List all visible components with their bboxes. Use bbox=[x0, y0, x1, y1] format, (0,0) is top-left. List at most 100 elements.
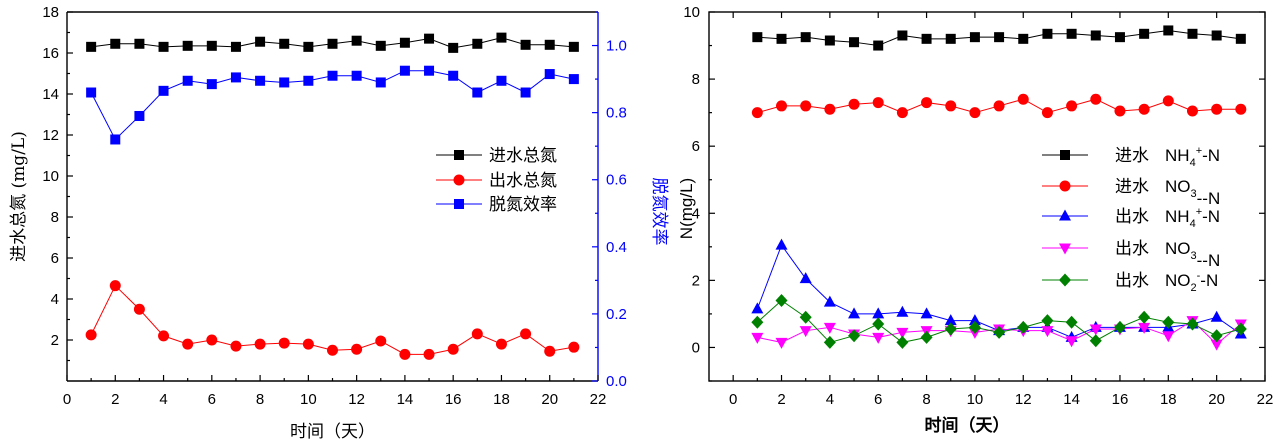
data-point bbox=[279, 77, 290, 88]
data-point bbox=[1089, 334, 1102, 348]
y-tick-label: 8 bbox=[51, 209, 59, 226]
data-point bbox=[158, 330, 170, 342]
data-point bbox=[896, 305, 909, 317]
y-axis-title: 进水总氮 (mg/L) bbox=[9, 131, 29, 262]
legend-marker bbox=[1059, 243, 1071, 255]
x-tick-label: 18 bbox=[493, 391, 510, 408]
data-point bbox=[823, 335, 836, 349]
data-point bbox=[182, 338, 194, 350]
data-point bbox=[327, 38, 338, 49]
data-point bbox=[824, 35, 835, 46]
data-point bbox=[1041, 107, 1053, 119]
data-point bbox=[1065, 336, 1078, 348]
data-point bbox=[230, 340, 242, 352]
data-point bbox=[1210, 339, 1223, 351]
data-point bbox=[1066, 100, 1078, 112]
x-tick-label: 16 bbox=[1112, 391, 1129, 408]
data-point bbox=[544, 345, 556, 357]
data-point bbox=[944, 322, 957, 336]
y2-tick-label: 0.4 bbox=[606, 239, 627, 256]
data-point bbox=[399, 37, 410, 48]
y-tick-label: 18 bbox=[42, 4, 59, 21]
y-tick-label: 10 bbox=[683, 4, 700, 21]
data-point bbox=[1114, 105, 1126, 117]
y-tick-label: 4 bbox=[51, 291, 59, 308]
data-point bbox=[799, 326, 812, 338]
data-point bbox=[158, 41, 169, 52]
legend-label: 脱氮效率 bbox=[489, 195, 557, 215]
data-point bbox=[351, 70, 362, 81]
data-point bbox=[399, 348, 411, 360]
data-point bbox=[994, 32, 1005, 43]
legend-prefix: 出水 bbox=[1115, 239, 1149, 259]
data-point bbox=[800, 100, 812, 112]
data-point bbox=[872, 307, 885, 319]
legend-marker bbox=[1059, 180, 1071, 192]
data-point bbox=[158, 85, 169, 96]
legend-marker bbox=[1059, 273, 1071, 287]
data-point bbox=[568, 341, 580, 353]
data-point bbox=[423, 348, 435, 360]
data-point bbox=[448, 42, 459, 53]
x-tick-label: 22 bbox=[1257, 391, 1274, 408]
data-point bbox=[921, 33, 932, 44]
y-tick-label: 2 bbox=[51, 332, 59, 349]
x-tick-label: 6 bbox=[208, 391, 216, 408]
data-point bbox=[206, 334, 218, 346]
data-point bbox=[1018, 33, 1029, 44]
y-tick-label: 8 bbox=[692, 71, 700, 88]
data-point bbox=[1211, 30, 1222, 41]
x-tick-label: 8 bbox=[256, 391, 264, 408]
data-point bbox=[496, 75, 507, 86]
x-tick-label: 16 bbox=[445, 391, 462, 408]
data-point bbox=[230, 41, 241, 52]
y2-axis-title: 脱氮效率 bbox=[649, 178, 669, 246]
data-point bbox=[1138, 310, 1151, 324]
data-point bbox=[896, 327, 909, 339]
data-point bbox=[496, 32, 507, 43]
data-point bbox=[896, 107, 908, 119]
data-point bbox=[1065, 315, 1078, 329]
data-point bbox=[1234, 322, 1247, 336]
data-point bbox=[448, 70, 459, 81]
data-point bbox=[375, 40, 386, 51]
data-point bbox=[110, 134, 121, 145]
data-point bbox=[568, 74, 579, 85]
data-point bbox=[800, 32, 811, 43]
legend-prefix: 进水 bbox=[1115, 146, 1149, 166]
y-tick-label: 6 bbox=[692, 138, 700, 155]
data-point bbox=[1210, 310, 1223, 322]
data-point bbox=[1066, 28, 1077, 39]
data-point bbox=[254, 338, 266, 350]
data-point bbox=[206, 79, 217, 90]
data-point bbox=[799, 272, 812, 284]
data-point bbox=[109, 280, 121, 292]
data-point bbox=[1113, 320, 1126, 334]
data-point bbox=[520, 328, 532, 340]
data-point bbox=[945, 33, 956, 44]
data-point bbox=[133, 303, 145, 315]
data-point bbox=[327, 344, 338, 356]
data-point bbox=[969, 32, 980, 43]
data-point bbox=[775, 238, 788, 250]
data-point bbox=[848, 329, 861, 343]
legend-label: 出水总氮 bbox=[489, 171, 557, 191]
legend-marker bbox=[454, 150, 464, 160]
x-tick-label: 22 bbox=[590, 391, 607, 408]
data-point bbox=[544, 39, 555, 50]
data-point bbox=[872, 317, 885, 331]
data-point bbox=[1162, 331, 1175, 343]
data-point bbox=[775, 337, 788, 349]
plot-frame bbox=[708, 11, 1266, 382]
x-axis-title: 时间（天） bbox=[925, 415, 1010, 436]
y-tick-label: 6 bbox=[51, 250, 59, 267]
data-point bbox=[897, 30, 908, 41]
data-point bbox=[472, 38, 483, 49]
x-tick-label: 2 bbox=[777, 391, 785, 408]
data-point bbox=[1017, 93, 1029, 105]
data-point bbox=[1090, 93, 1102, 105]
data-point bbox=[1041, 314, 1054, 328]
data-point bbox=[751, 315, 764, 329]
data-point bbox=[327, 70, 338, 81]
data-point bbox=[544, 69, 555, 80]
